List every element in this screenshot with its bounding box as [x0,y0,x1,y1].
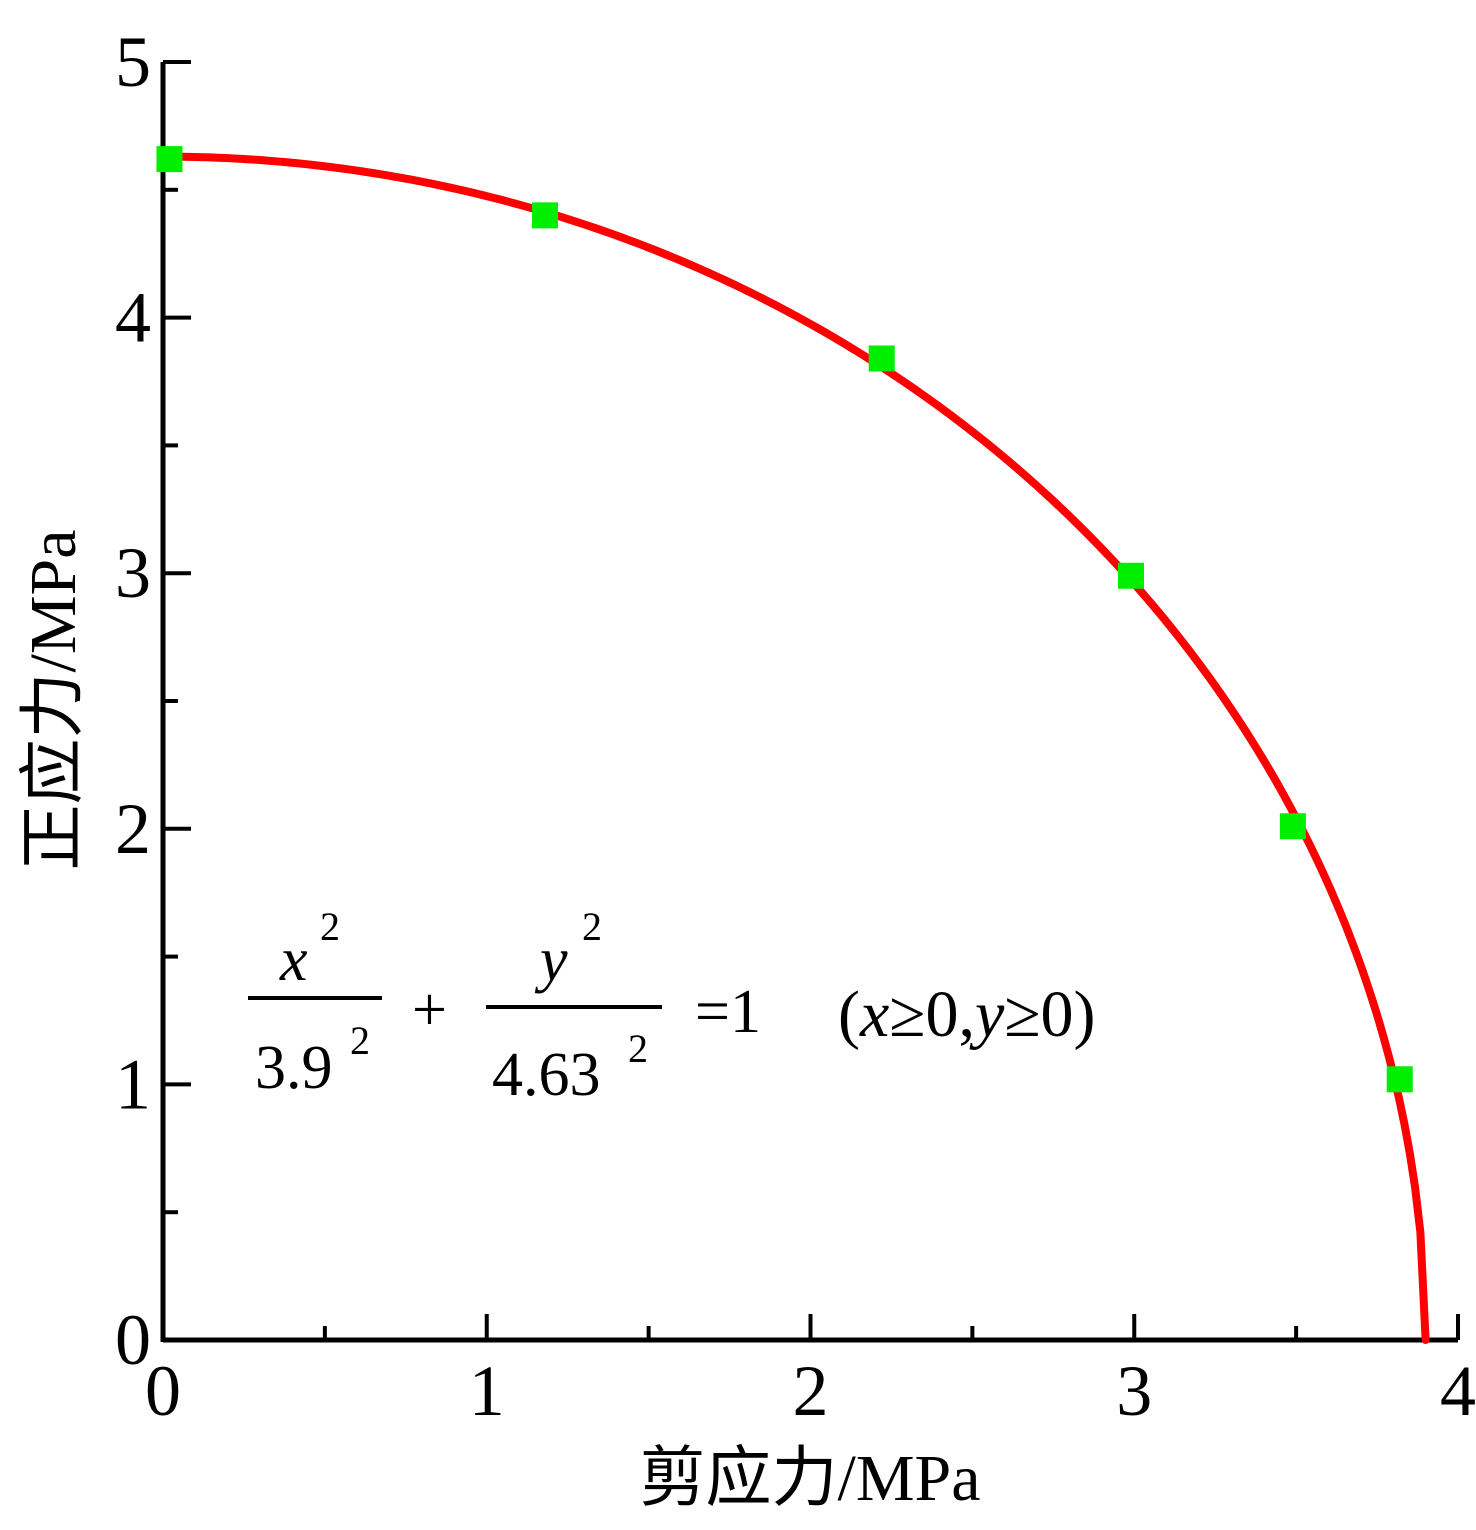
eq-denominator-1: 3.9 [255,1034,333,1102]
eq-denominator-2-exp: 2 [628,1026,648,1071]
axes [160,62,1458,1343]
data-point [532,202,559,229]
x-tick-label: 2 [793,1351,829,1431]
eq-condition-y: y [969,978,1005,1051]
x-axis-title: 剪应力/MPa [639,1442,980,1515]
eq-numerator-1-exp: 2 [320,904,340,949]
data-point [1279,813,1306,840]
y-tick-label: 2 [115,789,151,869]
ticks: 0 1 2 3 4 0 1 2 3 4 5 [115,22,1476,1431]
x-tick-label: 0 [145,1351,181,1431]
eq-condition-x: x [859,978,889,1051]
eq-condition-end: ≥0) [1004,978,1095,1051]
eq-numerator-2-exp: 2 [582,904,602,949]
y-tick-label: 1 [115,1044,151,1124]
y-axis-title: 正应力/MPa [17,529,90,870]
data-point [868,345,895,372]
x-tick-label: 3 [1116,1351,1152,1431]
y-tick-label: 3 [115,533,151,613]
eq-condition-open: ( [838,978,860,1051]
eq-condition-mid: ≥0, [889,978,975,1051]
eq-plus: + [412,976,447,1044]
equation-annotation: x 2 3.9 2 + y 2 4.63 2 =1 (x≥0,y≥0) [248,904,1096,1109]
eq-condition: (x≥0,y≥0) [838,978,1096,1051]
eq-denominator-1-exp: 2 [350,1018,370,1063]
fit-curve [159,152,1430,1344]
data-point [1118,562,1145,589]
fit-curve-group [159,152,1430,1344]
eq-denominator-2: 4.63 [492,1041,601,1109]
data-points [156,146,1413,1093]
eq-numerator-2: y [534,926,568,994]
y-tick-label: 4 [115,278,151,358]
x-tick-label: 4 [1440,1351,1476,1431]
data-point [156,146,183,173]
eq-numerator-1: x [279,926,308,994]
data-point [1386,1066,1413,1093]
y-tick-label: 0 [115,1300,151,1380]
y-tick-label: 5 [115,22,151,102]
x-tick-label: 1 [469,1351,505,1431]
eq-equals: =1 [695,978,761,1046]
